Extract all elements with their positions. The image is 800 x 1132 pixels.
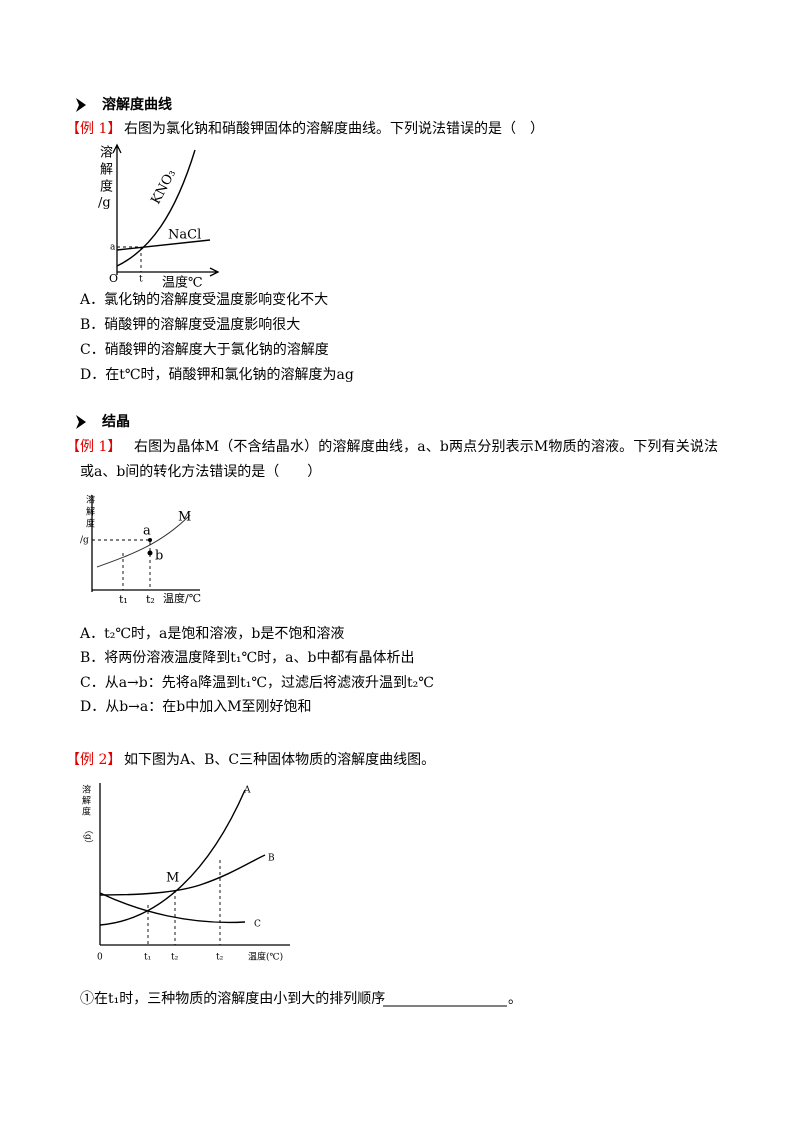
point [147, 550, 153, 556]
curve [99, 854, 266, 896]
point-label: t₁ [144, 953, 151, 963]
axis-label: 溶 [82, 784, 91, 796]
option: C．从a→b：先将a降温到t₁℃，过滤后将滤液升温到t₂℃ [80, 675, 434, 691]
axis-label: 度 [82, 806, 91, 818]
option: D．在t℃时，硝酸钾和氯化钠的溶解度为ag [80, 367, 354, 383]
axis-label: 温度/℃ [163, 591, 201, 605]
curve-label: M [178, 510, 191, 525]
point-label: t₂ [146, 593, 155, 606]
option: C．硝酸钾的溶解度大于氯化钠的溶解度 [80, 342, 329, 358]
curve [99, 892, 246, 924]
example-tag: 【例 2】 [66, 752, 121, 768]
question: 或a、b间的转化方法错误的是（ ） [80, 464, 321, 480]
guide [117, 246, 142, 272]
axis-label: 解 [82, 795, 91, 807]
point-label: O [109, 272, 118, 285]
curve [96, 514, 191, 568]
curve-label: NaCl [168, 228, 201, 243]
axis-label: 温度℃ [162, 275, 203, 291]
question: 右图为晶体M（不含结晶水）的溶解度曲线，a、b两点分别表示M物质的溶液。下列有关… [134, 439, 718, 455]
option: A．氯化钠的溶解度受温度影响变化不大 [79, 292, 328, 308]
axis-label: 溶 [86, 494, 95, 506]
sub-question: 。 [508, 991, 522, 1007]
point [148, 538, 152, 542]
point-label: b [155, 549, 163, 564]
curve-label: B [268, 854, 275, 864]
axis-label: 溶 [100, 146, 113, 161]
question: 如下图为A、B、C三种固体物质的溶解度曲线图。 [124, 752, 435, 768]
axes [112, 143, 220, 277]
point-label: a [143, 524, 151, 539]
axis-label: 解 [86, 506, 95, 518]
point-label: t₂ [171, 953, 179, 963]
option: B．将两份溶液温度降到t₁℃时，a、b中都有晶体析出 [80, 650, 415, 666]
axis-label: （g） [83, 825, 94, 849]
guide [92, 539, 151, 590]
heading: 溶解度曲线 [102, 96, 172, 113]
example-tag: 【例 1】 [66, 439, 121, 455]
axis-label: 度 [100, 179, 113, 195]
axes [91, 495, 200, 592]
option: A．t₂℃时，a是饱和溶液，b是不饱和溶液 [79, 626, 344, 642]
figure: 溶 解 度 （g） A B C M 0 t₁ t₂ t₂ 温度(℃) [82, 783, 290, 963]
figure: 溶 解 度 /g KNO₃ NaCl a O t 温度℃ [98, 143, 220, 291]
curve [116, 239, 211, 251]
point-label: M [166, 871, 179, 886]
curve-label: KNO₃ [149, 167, 180, 207]
point-label: a [110, 243, 116, 253]
point-label: t₂ [216, 953, 224, 963]
axis-label: 解 [100, 163, 113, 178]
heading: 结晶 [102, 413, 130, 430]
curve [99, 789, 246, 926]
option: D．从b→a：在b中加入M至刚好饱和 [80, 699, 312, 715]
bullet [76, 415, 86, 429]
example-tag: 【例 1】 [66, 121, 121, 137]
sub-question: ①在t₁时，三种物质的溶解度由小到大的排列顺序 [80, 991, 385, 1007]
guide [147, 860, 221, 945]
curve-label: C [254, 920, 261, 930]
curve-label: A [243, 786, 251, 796]
question: 右图为氯化钠和硝酸钾固体的溶解度曲线。下列说法错误的是（ ） [124, 121, 544, 137]
axis-label: /g [80, 536, 89, 546]
axes [99, 783, 290, 946]
option: B．硝酸钾的溶解度受温度影响很大 [80, 317, 300, 333]
figure: 溶 解 度 /g M a b t₁ t₂ 温度/℃ [80, 494, 201, 607]
point-label: t [139, 275, 143, 285]
axis-label: 度 [86, 518, 95, 530]
point-label: 0 [97, 953, 103, 963]
axis-label: /g [98, 196, 111, 211]
bullet [76, 98, 86, 112]
curve [116, 149, 196, 267]
point-label: t₁ [119, 593, 128, 606]
axis-label: 温度(℃) [248, 951, 283, 963]
